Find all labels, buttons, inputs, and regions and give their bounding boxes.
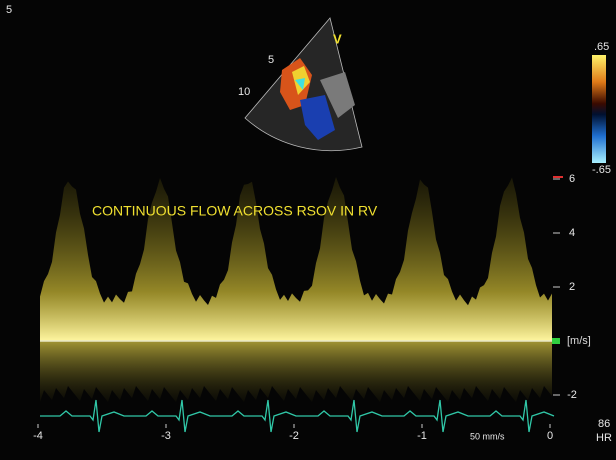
color-scale-top: .65 <box>594 41 609 53</box>
color-scale-bottom: -.65 <box>592 164 611 176</box>
corner-label: 5 <box>6 4 12 16</box>
time-tick-label: -3 <box>161 430 171 442</box>
velocity-tick-label: 2 <box>569 281 575 293</box>
doppler-screen: 5 V 5 10 .65 -.65 CONTINUOUS FLOW ACROSS… <box>0 0 616 460</box>
velocity-tick-label: 6 <box>569 173 575 185</box>
heart-rate-label: HR <box>596 432 612 444</box>
time-tick-label: -2 <box>289 430 299 442</box>
velocity-tick-label: 4 <box>569 227 575 239</box>
annotation: CONTINUOUS FLOW ACROSS RSOV IN RV <box>92 203 378 219</box>
baseline-marker <box>552 338 560 344</box>
heart-rate: 86 <box>598 418 610 430</box>
time-tick-label: -4 <box>33 430 43 442</box>
sweep-speed: 50 mm/s <box>470 431 505 441</box>
depth-label: 5 <box>268 54 274 66</box>
depth-label: 10 <box>238 86 250 98</box>
sector-marker: V <box>333 31 342 46</box>
time-tick-label: 0 <box>547 430 553 442</box>
color-scale <box>592 55 606 163</box>
time-tick-label: -1 <box>417 430 427 442</box>
velocity-tick-label: -2 <box>567 389 577 401</box>
velocity-unit: [m/s] <box>567 335 591 347</box>
